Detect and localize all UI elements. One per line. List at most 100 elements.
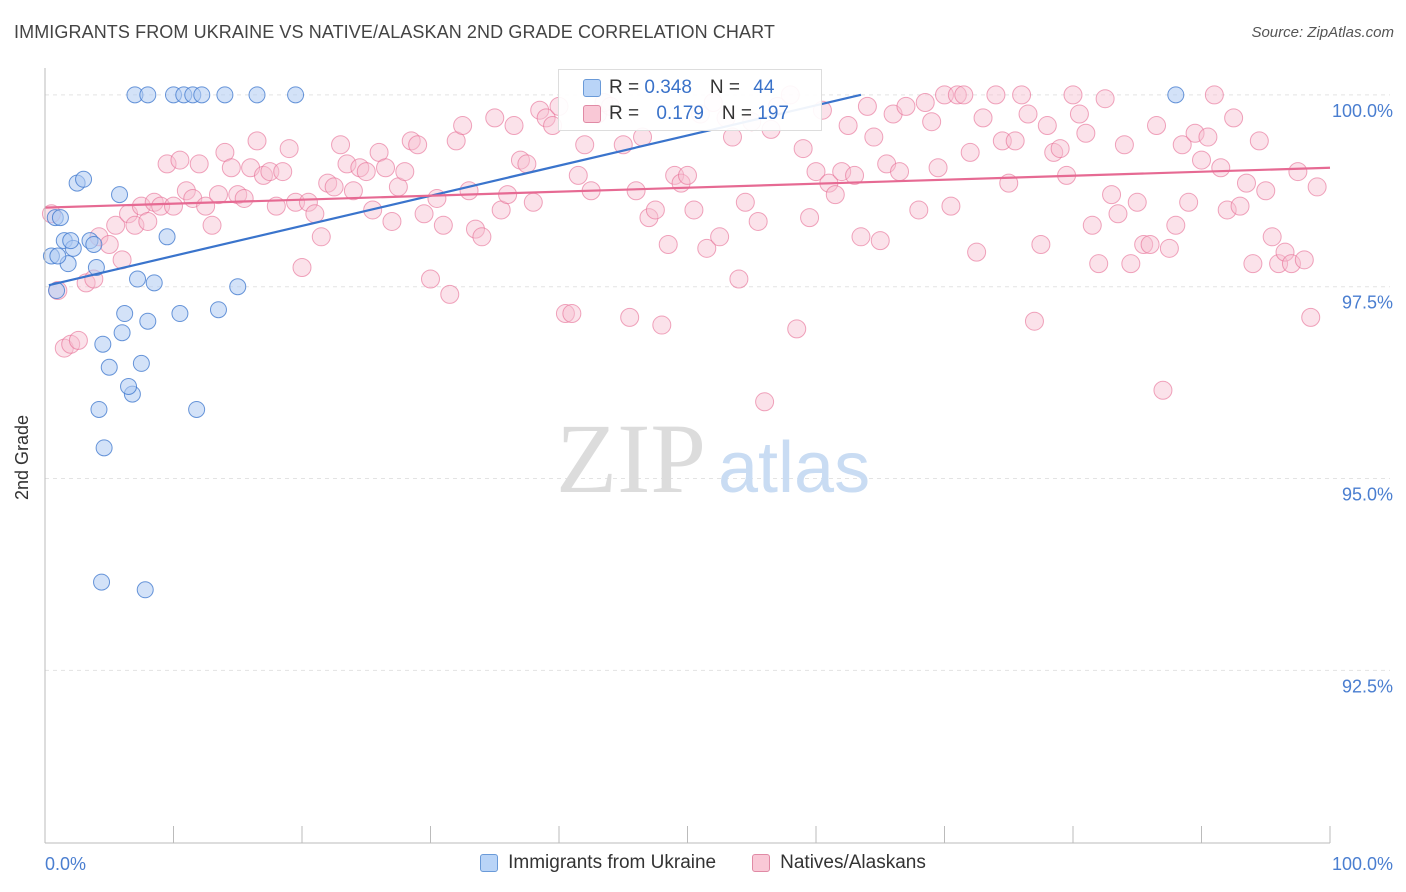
natives-point [382, 211, 402, 231]
ukraine-point [139, 86, 157, 104]
natives-point [915, 93, 935, 113]
pink-r-value: 0.179 [656, 103, 704, 124]
x-tick-label-max: 100.0% [1332, 854, 1393, 874]
natives-point [498, 185, 518, 205]
natives-point [787, 319, 807, 339]
natives-point [1076, 123, 1096, 143]
natives-point [517, 154, 537, 174]
stats-box: R = 0.348 N = 44 R = 0.179 N = 197 [558, 69, 822, 131]
natives-point [575, 135, 595, 155]
natives-point [221, 158, 241, 178]
natives-point [1243, 254, 1263, 274]
natives-point [1089, 254, 1109, 274]
natives-point [652, 315, 672, 335]
natives-point [697, 238, 717, 258]
natives-point [684, 200, 704, 220]
natives-point [986, 85, 1006, 105]
natives-point [1134, 234, 1154, 254]
natives-point [1147, 116, 1167, 136]
ukraine-point [229, 278, 247, 296]
ukraine-point [95, 439, 113, 457]
natives-point [1307, 177, 1327, 197]
legend-label-natives: Natives/Alaskans [780, 852, 926, 873]
natives-point [247, 131, 267, 151]
natives-point [806, 162, 826, 182]
natives-point [755, 392, 775, 412]
blue-n-value: 44 [753, 77, 775, 98]
natives-point [1224, 108, 1244, 128]
natives-point [1185, 123, 1205, 143]
legend-item-natives[interactable]: Natives/Alaskans [752, 852, 926, 874]
ukraine-point [158, 228, 176, 246]
natives-point [1288, 162, 1308, 182]
natives-point [440, 284, 460, 304]
natives-point [414, 204, 434, 224]
legend-pink-swatch-icon [752, 854, 771, 872]
natives-point [1301, 307, 1321, 327]
source-label: Source: ZipAtlas.com [1251, 24, 1394, 41]
natives-point [825, 185, 845, 205]
natives-point [1031, 234, 1051, 254]
natives-point [208, 185, 228, 205]
natives-point [845, 165, 865, 185]
natives-point [639, 208, 659, 228]
ukraine-point [49, 247, 67, 265]
natives-point [376, 158, 396, 178]
legend-blue-swatch-icon [480, 854, 499, 872]
natives-point [1108, 204, 1128, 224]
natives-point [1082, 215, 1102, 235]
natives-point [1217, 200, 1237, 220]
ukraine-point [193, 86, 211, 104]
natives-point [408, 135, 428, 155]
ukraine-point [1167, 86, 1185, 104]
ukraine-point [287, 86, 305, 104]
natives-point [1166, 215, 1186, 235]
natives-point [170, 150, 190, 170]
natives-point [1121, 254, 1141, 274]
chart-title: IMMIGRANTS FROM UKRAINE VS NATIVE/ALASKA… [14, 22, 776, 42]
natives-point [645, 200, 665, 220]
natives-point [1275, 242, 1295, 262]
natives-point [1249, 131, 1269, 151]
natives-point [292, 258, 312, 278]
legend-item-ukraine[interactable]: Immigrants from Ukraine [480, 852, 716, 874]
natives-point [99, 234, 119, 254]
natives-point [324, 177, 344, 197]
natives-point [1063, 85, 1083, 105]
ukraine-point [129, 270, 147, 288]
natives-point [343, 181, 363, 201]
natives-point [298, 192, 318, 212]
ukraine-point [248, 86, 266, 104]
natives-point [530, 100, 550, 120]
natives-point [947, 85, 967, 105]
natives-point [896, 96, 916, 116]
natives-point [504, 116, 524, 136]
natives-point [125, 215, 145, 235]
natives-point [106, 215, 126, 235]
natives-point [1102, 185, 1122, 205]
natives-point [1140, 234, 1160, 254]
y-axis-title: 2nd Grade [12, 414, 32, 500]
natives-point [1024, 311, 1044, 331]
natives-point [838, 116, 858, 136]
natives-point [273, 162, 293, 182]
natives-point [870, 231, 890, 251]
x-tick-label-min: 0.0% [45, 854, 86, 874]
natives-point [331, 135, 351, 155]
natives-point [176, 181, 196, 201]
natives-point [1050, 139, 1070, 159]
natives-point [1159, 238, 1179, 258]
natives-point [1204, 85, 1224, 105]
natives-point [626, 181, 646, 201]
pink-n-value: 197 [757, 103, 789, 124]
natives-point [356, 162, 376, 182]
ukraine-point [90, 400, 108, 418]
natives-point [433, 215, 453, 235]
y-tick-label: 95.0% [1342, 485, 1393, 505]
ukraine-point [94, 335, 112, 353]
natives-point [68, 330, 88, 350]
natives-point [568, 165, 588, 185]
legend: Immigrants from Ukraine Natives/Alaskans [0, 852, 1406, 874]
natives-point [967, 242, 987, 262]
